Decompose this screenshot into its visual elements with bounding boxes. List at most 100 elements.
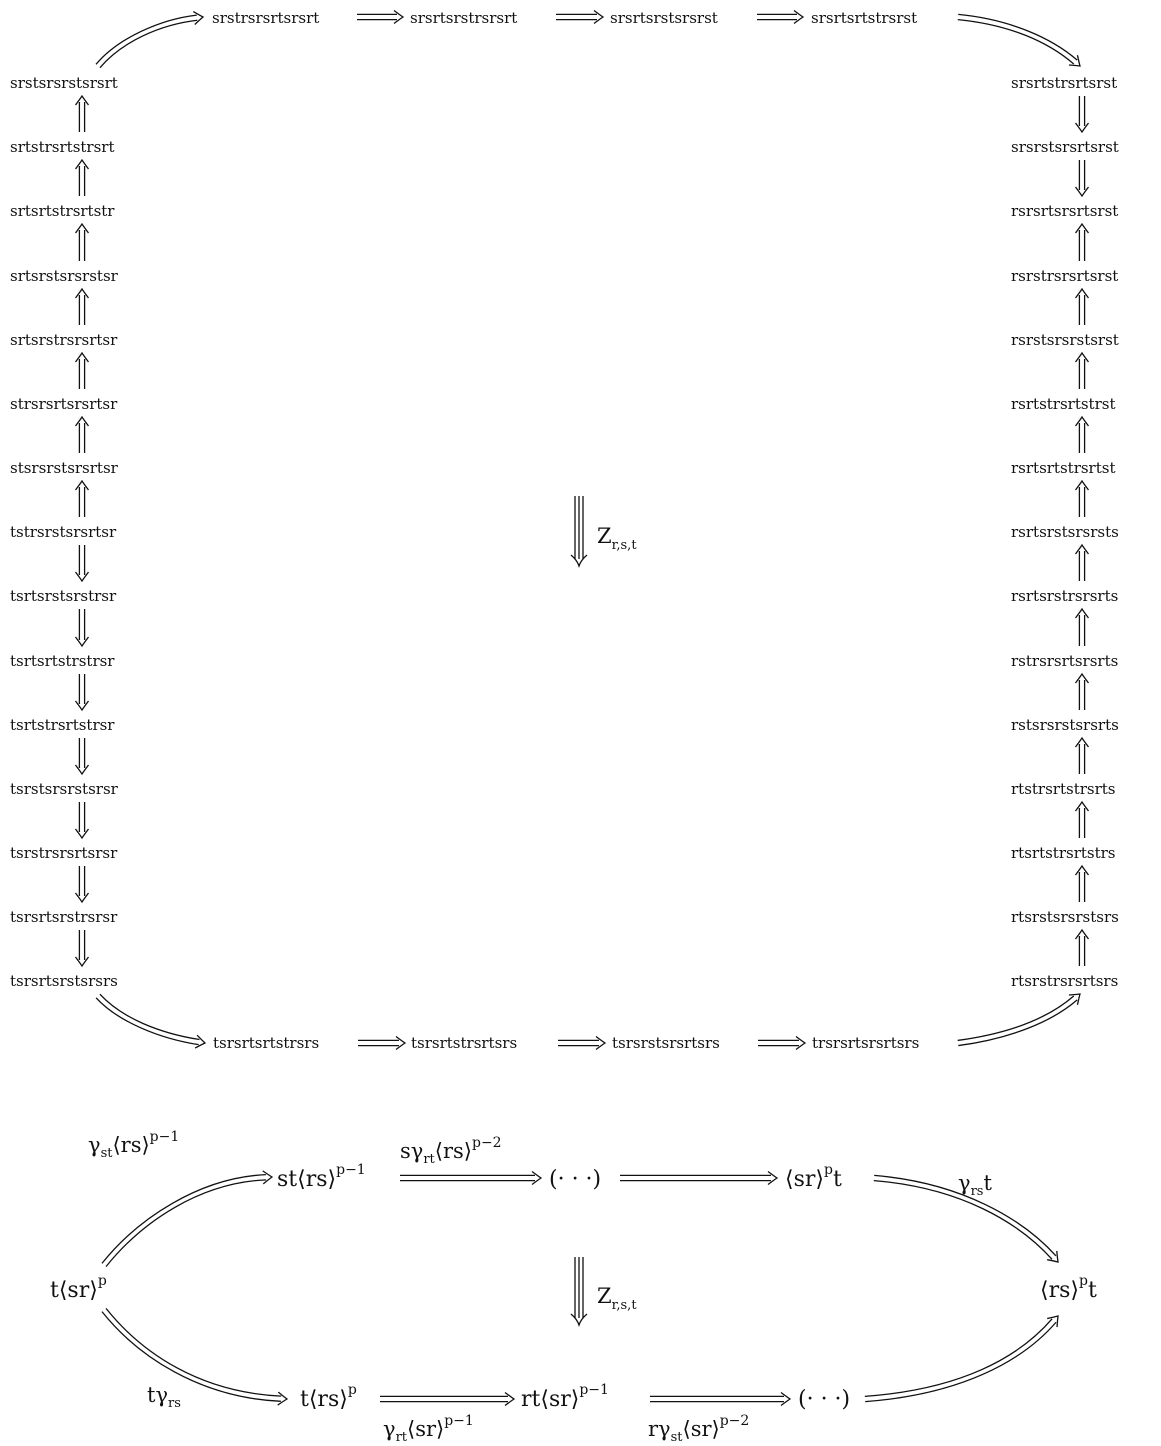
arrow-left-up-1: [74, 94, 90, 133]
right-word-9: rsrtsrstrsrsrts: [1011, 587, 1118, 605]
arrow-left-down-8: [74, 544, 90, 583]
left-word-9: tsrtsrstsrstrsr: [10, 587, 117, 605]
arrow-left-up-4: [74, 287, 90, 326]
arrow-left-down-10: [74, 673, 90, 712]
right-word-14: rtsrstsrsrstsrs: [1011, 908, 1119, 926]
arrow-right-up-3: [1074, 222, 1090, 262]
left-column: srstsrsrstsrsrt srtstrsrtstrsrt srtsrtst…: [10, 74, 119, 990]
center-2cell-arrow-1: [570, 496, 588, 569]
arrow-left-down-13: [74, 865, 90, 904]
arrow2-top-1: [399, 1170, 543, 1186]
arrow-right-up-8: [1074, 543, 1090, 582]
center-2cell-arrow-2: [570, 1257, 588, 1328]
top-word-1: srstrsrsrtsrsrt: [212, 9, 319, 27]
arrow-right-up-6: [1074, 415, 1090, 454]
arrow-left-up-2: [74, 158, 90, 197]
bottom-word-4: trsrsrtsrsrtsrs: [812, 1034, 919, 1052]
left-word-12: tsrstsrsrstsrsr: [10, 780, 119, 798]
left-word-6: strsrsrtsrsrtsr: [10, 395, 118, 413]
right-column: srsrtstrsrtsrst srsrstsrsrtsrst rsrsrtsr…: [1011, 74, 1119, 990]
arrow2-top-2: [619, 1170, 779, 1186]
bottom-word-3: tsrsrstsrsrtsrs: [612, 1034, 720, 1052]
diagram-1: srstrsrsrtsrsrt srsrtsrstrsrsrt srsrtsrs…: [10, 9, 1119, 1052]
arrow-top-3: [757, 9, 805, 25]
left-word-11: tsrtstrsrtstrsr: [10, 716, 115, 734]
label-bottom-left: tγrs: [147, 1383, 181, 1411]
arrow-top-1: [357, 9, 405, 25]
node-bottom-1: t⟨rs⟩p: [300, 1382, 357, 1412]
arrow-right-up-10: [1074, 672, 1090, 711]
left-word-8: tstrsrstsrsrtsr: [10, 523, 117, 541]
right-word-13: rtsrtstrsrtstrs: [1011, 844, 1115, 862]
node-left: t⟨sr⟩p: [50, 1273, 107, 1303]
diagram-2: t⟨sr⟩p ⟨rs⟩pt st⟨rs⟩p−1 (· · ·) ⟨sr⟩pt t…: [50, 1129, 1097, 1445]
right-word-1: srsrtstrsrtsrst: [1011, 74, 1117, 92]
node-top-1: st⟨rs⟩p−1: [277, 1162, 366, 1192]
right-word-3: rsrsrtsrsrtsrst: [1011, 202, 1118, 220]
arrow-bottom-3: [757, 1035, 807, 1051]
left-word-10: tsrtsrtstrstrsr: [10, 652, 115, 670]
left-word-5: srtsrstrsrsrtsr: [10, 331, 118, 349]
arrow2-left-to-bottom: [101, 1307, 289, 1406]
arrow2-left-to-top: [101, 1170, 274, 1268]
top-word-3: srsrtsrstsrsrst: [610, 9, 718, 27]
top-word-4: srsrtsrtstrsrst: [811, 9, 917, 27]
left-word-15: tsrsrtsrstsrsrs: [10, 972, 118, 990]
arrow2-bottom-to-right: [864, 1315, 1059, 1403]
diagram-2-arrows: [101, 1170, 1059, 1407]
arrow-left-down-12: [74, 801, 90, 840]
label-top-right: γrst: [958, 1171, 992, 1199]
right-word-8: rsrtsrstsrsrsts: [1011, 523, 1119, 541]
arrow-right-up-4: [1074, 287, 1090, 326]
bottom-word-1: tsrsrtsrtstrsrs: [213, 1034, 319, 1052]
arrow2-bottom-2: [650, 1391, 792, 1407]
left-word-7: stsrsrstsrsrtsr: [10, 459, 119, 477]
arrow-right-up-12: [1074, 800, 1090, 839]
right-word-15: rtsrstrsrsrtsrs: [1011, 972, 1118, 990]
arrow-curve-topright: [957, 13, 1081, 67]
arrow-curve-bottomright: [957, 993, 1081, 1047]
center-label-1: Zr,s,t: [597, 524, 637, 553]
arrow-left-up-7: [74, 479, 90, 518]
arrow-left-up-5: [74, 351, 90, 390]
label-bottom-mid1: γrt⟨sr⟩p−1: [383, 1413, 474, 1445]
left-word-14: tsrsrtsrstrsrsr: [10, 908, 118, 926]
right-word-6: rsrtstrsrtstrst: [1011, 395, 1115, 413]
node-right: ⟨rs⟩pt: [1040, 1273, 1097, 1303]
left-word-1: srstsrsrstsrsrt: [10, 74, 118, 92]
arrow2-bottom-1: [380, 1391, 516, 1407]
node-top-3: ⟨sr⟩pt: [785, 1162, 842, 1192]
right-word-5: rsrstsrsrstsrst: [1011, 331, 1119, 349]
right-word-2: srsrstsrsrtsrst: [1011, 138, 1119, 156]
arrow-left-down-14: [74, 929, 90, 968]
arrow-right-up-14: [1074, 928, 1090, 967]
right-word-10: rstrsrsrtsrsrts: [1011, 652, 1118, 670]
arrow-right-up-5: [1074, 351, 1090, 390]
arrow-right-up-7: [1074, 479, 1090, 518]
left-word-13: tsrstrsrsrtsrsr: [10, 844, 118, 862]
arrow-right-down-1: [1074, 95, 1090, 134]
arrow-bottom-1: [357, 1035, 407, 1051]
right-word-11: rstsrsrstsrsrts: [1011, 716, 1119, 734]
node-top-2: (· · ·): [549, 1167, 601, 1192]
arrow-bottom-2: [557, 1035, 607, 1051]
arrow-curve-bottomleft: [95, 993, 207, 1049]
arrow-top-2: [556, 9, 605, 25]
arrow-right-down-2: [1074, 159, 1090, 198]
arrow2-top-to-right: [873, 1174, 1059, 1263]
right-word-4: rsrstrsrsrtsrst: [1011, 267, 1118, 285]
bottom-word-2: tsrsrtstrsrtsrs: [411, 1034, 517, 1052]
left-word-4: srtsrstsrsrstsr: [10, 267, 119, 285]
arrow-left-down-11: [74, 737, 90, 776]
left-word-3: srtsrtstrsrtstr: [10, 202, 115, 220]
right-word-7: rsrtsrtstrsrtst: [1011, 459, 1115, 477]
label-bottom-mid2: rγst⟨sr⟩p−2: [648, 1413, 749, 1445]
diagram-1-arrows: [74, 9, 1090, 1051]
arrow-left-up-6: [74, 415, 90, 454]
center-label-2: Zr,s,t: [597, 1284, 637, 1313]
node-bottom-3: (· · ·): [798, 1387, 850, 1412]
arrow-right-up-9: [1074, 607, 1090, 647]
arrow-left-down-9: [74, 608, 90, 648]
label-top-left: γst⟨rs⟩p−1: [88, 1129, 179, 1161]
